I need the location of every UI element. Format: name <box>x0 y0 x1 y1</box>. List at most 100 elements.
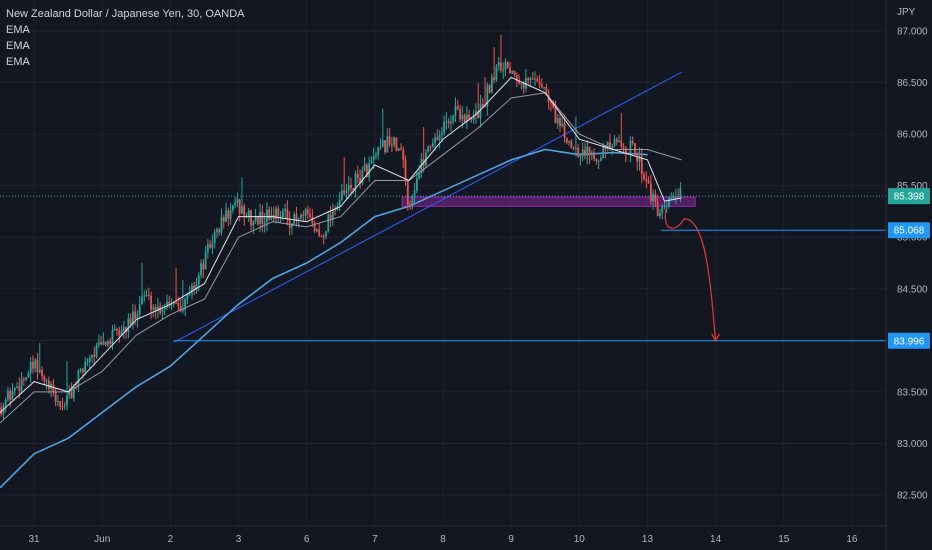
candle-body <box>472 115 475 120</box>
price-tick-label: 84.500 <box>897 284 928 295</box>
candle-body <box>613 139 616 146</box>
candle-body <box>302 214 305 216</box>
candle-body <box>547 95 550 102</box>
candle-body <box>504 62 507 70</box>
candle-body <box>468 114 471 119</box>
last-price-tag[interactable] <box>888 188 930 205</box>
candle-body <box>57 401 59 403</box>
candle-body <box>38 369 41 373</box>
support-zone[interactable] <box>401 196 696 207</box>
price-tick-label: 82.500 <box>897 491 928 502</box>
level-tag-1[interactable] <box>888 222 930 239</box>
candle-body <box>95 344 98 357</box>
candle-body <box>72 386 75 399</box>
candle-body <box>22 379 25 381</box>
candle-body <box>177 303 180 306</box>
candle-body <box>29 361 32 374</box>
level-tag-2[interactable] <box>888 332 930 349</box>
candle-body <box>511 70 514 74</box>
candle-body <box>493 77 496 81</box>
candle-body <box>266 209 268 223</box>
candle-body <box>179 305 182 312</box>
candle-body <box>527 78 530 81</box>
candle-body <box>109 341 112 345</box>
last-price-tag-text: 85.398 <box>894 192 925 203</box>
trendline[interactable] <box>173 71 682 343</box>
candle-body <box>674 196 677 198</box>
candle-body <box>440 133 443 135</box>
candle-body <box>66 395 68 406</box>
projection-arrow[interactable] <box>664 208 717 341</box>
candle-body <box>599 158 602 161</box>
candle-body <box>163 307 166 310</box>
candle-body <box>413 190 416 197</box>
candle-body <box>672 197 675 199</box>
candle-body <box>268 209 271 220</box>
candle-body <box>300 214 302 218</box>
ema-legend-1[interactable]: EMA <box>6 24 30 36</box>
time-tick-label: 31 <box>29 534 41 545</box>
candle-body <box>68 390 71 396</box>
price-tick-label: 85.500 <box>897 181 928 192</box>
candle-body <box>291 223 293 228</box>
candle-body <box>415 178 418 191</box>
time-tick-label: 10 <box>574 534 586 545</box>
candle-body <box>127 318 130 333</box>
candle-body <box>111 330 114 345</box>
candle-body <box>229 210 232 219</box>
candle-body <box>379 146 382 148</box>
candle-body <box>506 62 509 68</box>
candle-body <box>540 84 543 88</box>
candle-body <box>54 391 57 402</box>
candle-body <box>402 149 405 160</box>
candle-body <box>136 314 139 320</box>
candle-body <box>181 309 184 312</box>
candle-body <box>452 116 455 122</box>
candle-body <box>606 142 609 150</box>
candle-body <box>168 301 171 305</box>
candle-body <box>325 231 327 237</box>
candle-body <box>316 229 318 232</box>
candle-body <box>341 190 343 200</box>
candle-body <box>615 139 618 142</box>
candle-body <box>631 140 634 144</box>
ema-legend-3[interactable]: EMA <box>6 56 30 68</box>
candle-body <box>538 81 541 85</box>
symbol-title: New Zealand Dollar / Japanese Yen, 30, O… <box>6 8 245 20</box>
candle-body <box>638 156 641 162</box>
candle-body <box>275 208 277 219</box>
candle-body <box>409 204 411 206</box>
candle-body <box>91 354 93 358</box>
candle-body <box>529 78 532 81</box>
candle-body <box>206 244 209 253</box>
time-tick-label: 14 <box>710 534 722 545</box>
candle-body <box>447 121 450 124</box>
candle-body <box>652 193 655 202</box>
candle-body <box>427 146 430 153</box>
time-tick-label: 13 <box>642 534 654 545</box>
candle-body <box>381 140 384 147</box>
candle-body <box>143 295 146 297</box>
candle-body <box>13 388 16 392</box>
candle-body <box>138 304 141 315</box>
candle-body <box>488 85 491 93</box>
candle-body <box>375 154 377 157</box>
candle-body <box>645 178 648 181</box>
candle-body <box>679 187 682 198</box>
candle-body <box>209 244 212 248</box>
candle-body <box>545 87 548 96</box>
candle-body <box>175 302 177 304</box>
candle-body <box>577 147 580 157</box>
candle-body <box>318 229 321 236</box>
time-tick-label: 16 <box>846 534 858 545</box>
candle-body <box>395 137 398 151</box>
candle-body <box>359 178 361 184</box>
candle-body <box>184 299 187 310</box>
candle-body <box>213 232 216 244</box>
candle-body <box>284 209 287 211</box>
price-tick-label: 83.000 <box>897 439 928 450</box>
ema-legend-2[interactable]: EMA <box>6 40 30 52</box>
candle-body <box>568 141 570 143</box>
candle-body <box>47 380 50 390</box>
